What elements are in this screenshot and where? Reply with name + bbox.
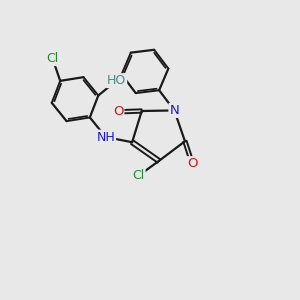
Text: O: O <box>113 105 123 118</box>
Text: O: O <box>187 157 197 170</box>
Text: Cl: Cl <box>46 52 59 65</box>
Text: HO: HO <box>107 74 126 87</box>
Text: N: N <box>169 104 179 117</box>
Text: NH: NH <box>96 130 115 144</box>
Text: Cl: Cl <box>132 169 145 182</box>
